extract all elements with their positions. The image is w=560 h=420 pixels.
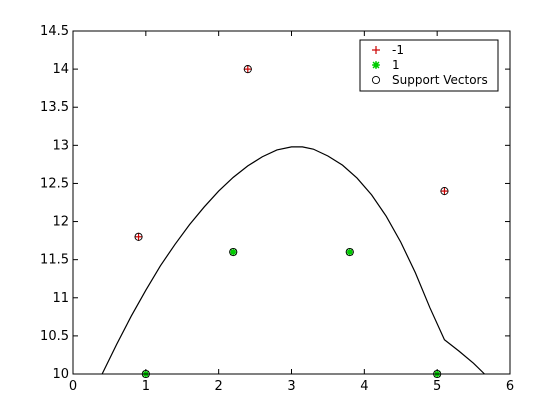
x-tick-label: 5 — [433, 379, 441, 394]
x-tick-label: 4 — [360, 379, 368, 394]
decision-boundary-layer — [101, 146, 485, 375]
negative-class-point — [440, 187, 449, 196]
y-tick-label: 11 — [52, 291, 69, 306]
x-tick-label: 0 — [69, 379, 77, 394]
y-tick-label: 13.5 — [40, 100, 69, 115]
legend-label: 1 — [392, 58, 400, 72]
decision-boundary-curve — [101, 146, 485, 375]
legend-label: Support Vectors — [392, 73, 488, 87]
legend-marker — [372, 46, 380, 54]
positive-class-point — [345, 248, 354, 257]
y-tick-label: 14 — [52, 62, 69, 77]
support-vector-marker — [134, 232, 143, 241]
legend-marker — [372, 61, 380, 69]
y-tick-label: 12.5 — [40, 176, 69, 191]
x-tick-label: 1 — [142, 379, 150, 394]
y-tick-label: 10 — [52, 367, 69, 382]
legend-marker — [371, 75, 381, 85]
x-tick-label: 2 — [215, 379, 223, 394]
positive-class-point — [229, 248, 238, 257]
negative-class-point — [134, 232, 143, 241]
y-tick-label: 13 — [52, 138, 69, 153]
support-vector-marker — [345, 247, 354, 257]
legend-label: -1 — [392, 43, 404, 57]
legend-box — [359, 39, 499, 92]
x-tick-label: 6 — [506, 379, 514, 394]
support-vector-marker — [440, 187, 449, 196]
x-tick-label: 3 — [287, 379, 295, 394]
y-tick-label: 11.5 — [40, 253, 69, 268]
negative-class-point — [243, 65, 252, 74]
y-tick-label: 12 — [52, 215, 69, 230]
support-vector-marker — [229, 247, 238, 257]
plot-area-frame — [72, 30, 511, 375]
support-vector-marker — [243, 65, 252, 74]
y-tick-label: 14.5 — [40, 24, 69, 39]
data-points-layer — [134, 65, 449, 379]
y-tick-label: 10.5 — [40, 329, 69, 344]
